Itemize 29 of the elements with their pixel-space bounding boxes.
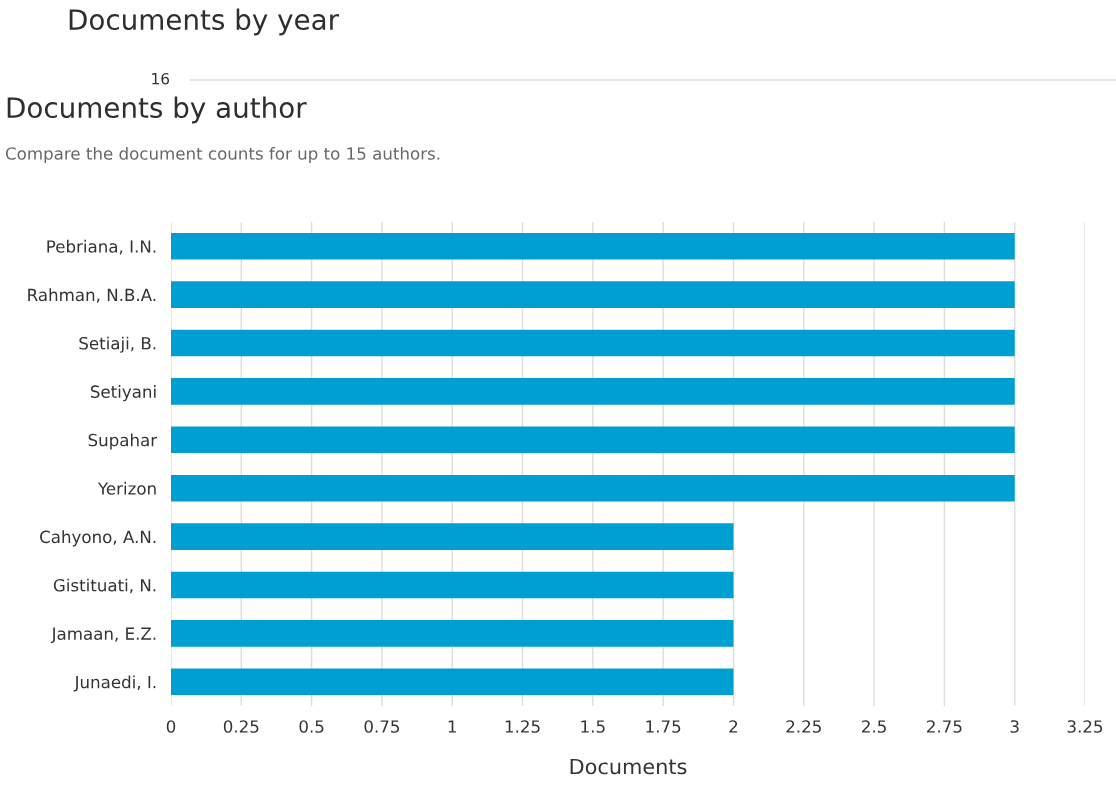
text: Documents by year — [69, 8, 340, 36]
x-axis-title: Documents — [570, 758, 687, 775]
x-tick-label: 0.75 — [364, 720, 400, 733]
x-tick-label: 3.25 — [1067, 720, 1103, 733]
y-tick-label: Rahman, N.B.A. — [28, 288, 156, 303]
y-tick-label: Yerizon — [97, 481, 156, 495]
y-tick-label: Pebriana, I.N. — [47, 239, 156, 255]
x-tick-label: 0 — [166, 720, 176, 733]
chart-subtitle: Compare the document counts for up to 15 authors. — [5, 146, 440, 164]
chart-title: Documents by author — [7, 96, 307, 124]
x-tick-label: 1 — [448, 720, 456, 733]
y-tick-label: Junaedi, I. — [73, 675, 156, 692]
y-tick-label: Setiaji, B. — [79, 336, 156, 353]
y-tick-label: Setiyani — [90, 385, 156, 402]
x-tick-label: 1.5 — [581, 720, 605, 733]
x-tick-label: 0.5 — [299, 720, 324, 733]
x-tick-label: 3 — [1010, 720, 1019, 733]
y-tick-label: Supahar — [88, 433, 158, 450]
y-tick-label: Jamaan, E.Z. — [50, 627, 156, 644]
x-tick-label: 1.75 — [646, 720, 681, 733]
y-tick-label: Cahyono, A.N. — [40, 530, 156, 547]
x-tick-label: 2.5 — [862, 720, 886, 733]
x-tick-label: 1.25 — [505, 720, 540, 733]
x-tick-label: 2.25 — [786, 720, 821, 733]
text: 16 — [152, 72, 170, 85]
y-tick-label: Gistituati, N. — [53, 578, 156, 594]
x-tick-label: 2 — [729, 720, 738, 733]
x-tick-label: 0.25 — [223, 720, 259, 733]
x-tick-label: 2.75 — [927, 720, 962, 733]
